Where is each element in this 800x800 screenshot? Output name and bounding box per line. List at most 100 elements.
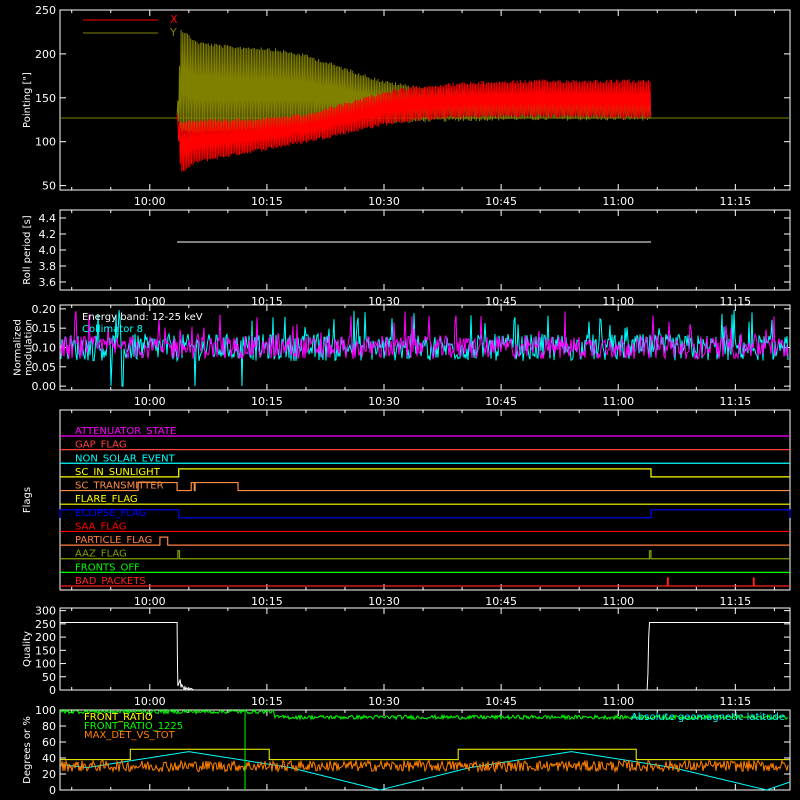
flag-label: ECLIPSE_FLAG — [75, 508, 146, 519]
pointing-x-tick-label: 10:45 — [485, 195, 517, 208]
modulation-panel: 0.00 0.05 0.10 0.15 0.20 Normalized modulation… — [13, 303, 791, 408]
quality-y-tick-label: 300 — [35, 605, 56, 618]
modulation-series-second — [60, 311, 789, 361]
ratios-y-tick-label: 0 — [49, 784, 56, 797]
pointing-x-tick-label: 11:00 — [602, 195, 634, 208]
modulation-x-tick-label: 11:15 — [719, 395, 751, 408]
ratios-y-tick-label: 100 — [35, 704, 56, 717]
roll-frame — [59, 209, 791, 291]
flags-x-tick-label: 10:45 — [485, 595, 517, 608]
modulation-x-tick-label: 10:00 — [134, 395, 166, 408]
pointing-x-tick-label: 10:15 — [251, 195, 283, 208]
roll-y-tick-label: 4.4 — [39, 212, 57, 225]
flag-label: SC_IN_SUNLIGHT — [75, 467, 161, 478]
pointing-frame — [59, 9, 791, 191]
ratios-frame — [59, 709, 791, 791]
quality-x-tick-label: 10:15 — [251, 695, 283, 708]
ratios-legend-label: MAX_DET_VS_TOT — [84, 730, 176, 741]
quality-series-line — [60, 622, 790, 691]
flags-x-tick-label: 11:15 — [719, 595, 751, 608]
modulation-x-tick-label: 10:45 — [485, 395, 517, 408]
modulation-y-axis-label: Normalized — [13, 319, 24, 376]
pointing-y-axis-label: Pointing ["] — [22, 72, 33, 128]
ratios-legend-label: FRONT_RATIO_1225 — [84, 721, 183, 732]
ratios-series-latitude — [59, 751, 791, 791]
flag-label: FRONTS_OFF — [75, 562, 140, 573]
flag-line — [60, 468, 790, 478]
flags-x-tick-label: 10:30 — [368, 595, 400, 608]
quality-y-tick-label: 150 — [35, 644, 56, 657]
flag-label: PARTICLE_FLAG — [75, 535, 152, 546]
pointing-x-tick-label: 10:30 — [368, 195, 400, 208]
pointing-panel: 50 100 150 200 250 Pointing ["] 10:00 10:15 10:3… — [22, 4, 791, 208]
quality-y-tick-label: 50 — [42, 671, 56, 684]
modulation-y-axis-label: modulation — [24, 319, 35, 376]
pointing-y-tick-label: 100 — [35, 136, 56, 149]
flag-line — [60, 550, 790, 560]
quality-x-tick-label: 10:30 — [368, 695, 400, 708]
quality-x-tick-label: 11:00 — [602, 695, 634, 708]
ratios-legend-label: FRONT_RATIO — [84, 712, 153, 723]
ratios-y-tick-label: 60 — [42, 736, 56, 749]
quality-y-tick-label: 250 — [35, 618, 56, 631]
flags-frame — [59, 409, 791, 591]
flag-label: SAA_FLAG — [75, 521, 126, 532]
pointing-x-tick-label: 11:15 — [719, 195, 751, 208]
ratios-y-tick-label: 20 — [42, 768, 56, 781]
modulation-y-tick-label: 0.20 — [32, 303, 57, 316]
pointing-y-tick-label: 150 — [35, 92, 56, 105]
ratios-legend-label: Absolute geomagnetic latitude — [631, 712, 785, 723]
roll-y-tick-label: 3.6 — [39, 276, 57, 289]
ratios-y-axis-label: Degrees or % — [22, 716, 33, 784]
quality-x-tick-label: 10:45 — [485, 695, 517, 708]
pointing-legend-label: X — [170, 13, 178, 26]
flag-line — [59, 509, 791, 519]
flag-line — [60, 536, 790, 546]
modulation-y-tick-label: 0.00 — [32, 380, 57, 393]
pointing-legend-label: Y — [169, 26, 177, 39]
flags-x-tick-label: 10:00 — [134, 595, 166, 608]
flags-panel: Flags 10:00 10:15 10:30 10:45 11:00 11:15 ATTEN… — [22, 409, 791, 608]
modulation-x-tick-label: 10:15 — [251, 395, 283, 408]
modulation-annotation: Collimator 8 — [82, 324, 143, 335]
modulation-x-tick-label: 11:00 — [602, 395, 634, 408]
roll-y-tick-label: 3.8 — [39, 260, 57, 273]
flag-line — [60, 481, 790, 492]
flags-y-axis-label: Flags — [22, 487, 33, 513]
flags-x-tick-label: 11:00 — [602, 595, 634, 608]
flag-label: ATTENUATOR_STATE — [75, 426, 176, 437]
pointing-y-tick-label: 50 — [42, 180, 56, 193]
pointing-y-tick-label: 200 — [35, 48, 56, 61]
modulation-x-tick-label: 10:30 — [368, 395, 400, 408]
quality-frame — [59, 607, 791, 691]
flag-label: GAP_FLAG — [75, 440, 127, 451]
ratios-y-tick-label: 40 — [42, 752, 56, 765]
ratios-series-max-det — [60, 758, 789, 774]
roll-y-tick-label: 4.0 — [39, 244, 57, 257]
flag-label: BAD_PACKETS — [75, 576, 146, 587]
flag-label: AAZ_FLAG — [75, 549, 127, 560]
flags-x-tick-label: 10:15 — [251, 595, 283, 608]
roll-y-axis-label: Roll period [s] — [22, 215, 33, 284]
modulation-y-tick-label: 0.05 — [32, 361, 57, 374]
ratios-series-front-ratio — [60, 748, 790, 761]
quality-y-tick-label: 100 — [35, 658, 56, 671]
quality-y-tick-label: 0 — [49, 684, 56, 697]
ratios-y-tick-label: 80 — [42, 720, 56, 733]
quality-y-tick-label: 200 — [35, 631, 56, 644]
flag-line — [60, 577, 790, 587]
flag-label: FLARE_FLAG — [75, 494, 138, 505]
pointing-series-X — [176, 79, 652, 172]
modulation-annotation: Energy band: 12-25 keV — [82, 312, 203, 323]
ratios-series-front-ratio-1225 — [60, 708, 788, 722]
quality-x-tick-label: 10:00 — [134, 695, 166, 708]
quality-y-axis-label: Quality — [22, 631, 33, 667]
flag-label: NON_SOLAR_EVENT — [75, 453, 176, 464]
pointing-y-tick-label: 250 — [35, 4, 56, 17]
quality-x-tick-label: 11:15 — [719, 695, 751, 708]
modulation-y-tick-label: 0.10 — [32, 342, 57, 355]
